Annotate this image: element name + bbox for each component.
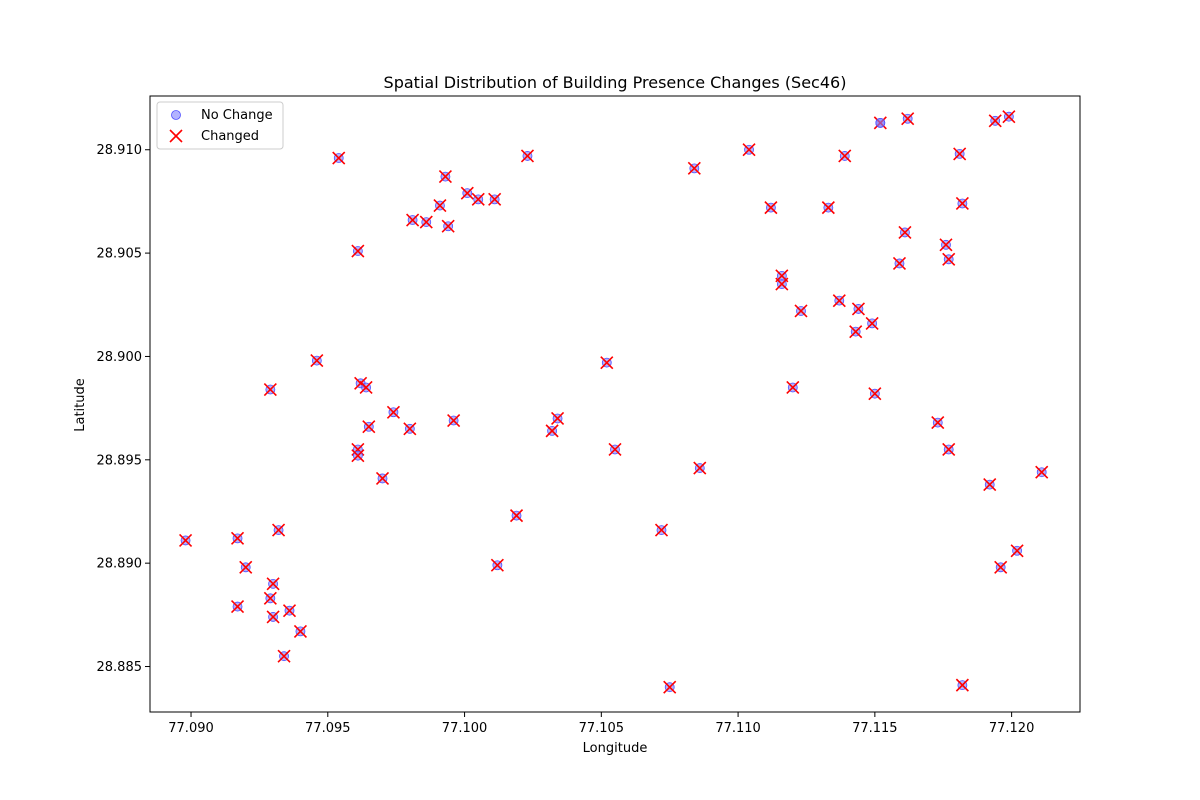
- changed-point: [955, 678, 969, 692]
- changed-point: [239, 560, 253, 574]
- changed-point: [851, 302, 866, 316]
- changed-point: [953, 147, 967, 161]
- changed-point: [849, 325, 863, 339]
- changed-point: [901, 112, 915, 126]
- y-tick-label: 28.885: [97, 660, 143, 675]
- x-tick-label: 77.110: [715, 721, 761, 736]
- changed-point: [441, 219, 455, 233]
- changed-point: [354, 376, 368, 390]
- changed-point: [654, 523, 669, 537]
- changed-point: [266, 610, 280, 624]
- changed-point: [955, 196, 969, 211]
- axes: 77.090 77.095 77.100 77.105 77.110 77.115 77.1…: [97, 95, 1081, 736]
- y-tick-label: 28.910: [97, 143, 143, 158]
- changed-point: [786, 380, 800, 395]
- legend-changed-marker: [169, 129, 183, 143]
- changed-point: [438, 170, 452, 184]
- y-axis-title: Latitude: [73, 378, 88, 432]
- changed-point: [994, 560, 1008, 574]
- changed-point: [447, 413, 461, 428]
- changed-point: [277, 649, 291, 663]
- changed-point: [271, 523, 286, 537]
- changed-point: [775, 277, 789, 291]
- changed-point: [406, 213, 420, 227]
- changed-point: [939, 238, 953, 252]
- x-tick-label: 77.115: [852, 721, 898, 736]
- changed-point: [942, 252, 956, 266]
- changed-point: [693, 461, 707, 475]
- changed-point: [988, 114, 1002, 128]
- changed-point: [332, 151, 346, 165]
- y-tick-label: 28.890: [97, 557, 143, 572]
- changed-point: [178, 533, 193, 547]
- changed-point: [351, 449, 365, 463]
- changed-point: [838, 149, 852, 163]
- changed-point: [821, 201, 835, 215]
- changed-point: [375, 471, 390, 485]
- changed-point: [433, 198, 447, 213]
- legend-no-change-marker: [171, 110, 181, 120]
- changed-point: [545, 424, 559, 438]
- y-tick-label: 28.905: [97, 247, 143, 262]
- changed-point: [386, 405, 401, 419]
- changed-point: [1010, 544, 1024, 558]
- changed-point: [983, 478, 997, 492]
- plot-frame: [149, 95, 1081, 713]
- changed-point: [794, 304, 808, 318]
- legend-frame: [156, 101, 284, 150]
- changed-point: [600, 356, 614, 370]
- changed-point: [865, 316, 879, 330]
- changed-point: [490, 558, 504, 572]
- changed-point: [310, 354, 324, 368]
- x-tick-label: 77.105: [579, 721, 625, 736]
- changed-point: [1035, 465, 1049, 479]
- changed-point: [359, 380, 373, 395]
- changed-point: [362, 420, 376, 434]
- changed-point: [931, 416, 945, 430]
- changed-point: [230, 531, 245, 545]
- changed-point: [230, 600, 245, 614]
- changed-point: [403, 422, 417, 436]
- changed-point: [471, 192, 485, 206]
- changed-point: [509, 509, 524, 523]
- changed-point: [942, 442, 956, 457]
- changed-point: [764, 201, 778, 215]
- y-tick-label: 28.895: [97, 453, 143, 468]
- changed-point: [520, 149, 535, 163]
- legend: No Change Changed: [156, 101, 284, 150]
- data-marks: [178, 110, 1049, 694]
- changed-point: [419, 215, 433, 229]
- legend-no-change-label: No Change: [201, 108, 273, 123]
- changed-point: [687, 161, 701, 175]
- changed-point: [266, 577, 280, 591]
- changed-point: [832, 294, 846, 308]
- changed-point: [351, 244, 365, 258]
- x-axis-title: Longitude: [583, 741, 648, 756]
- changed-point: [282, 604, 297, 618]
- changed-point: [892, 256, 907, 271]
- changed-point: [868, 387, 882, 401]
- changed-point: [460, 186, 474, 200]
- changed-point: [742, 143, 756, 157]
- changed-point: [293, 624, 308, 638]
- changed-point: [263, 591, 277, 605]
- y-tick-label: 28.900: [97, 350, 143, 365]
- changed-point: [550, 411, 565, 426]
- changed-point: [898, 225, 912, 239]
- x-tick-label: 77.095: [305, 721, 351, 736]
- x-tick-label: 77.090: [168, 721, 214, 736]
- x-tick-label: 77.100: [442, 721, 488, 736]
- x-tick-label: 77.120: [989, 721, 1035, 736]
- changed-point: [1002, 110, 1016, 124]
- changed-point: [663, 680, 677, 694]
- chart-title: Spatial Distribution of Building Presenc…: [384, 73, 847, 92]
- legend-changed-label: Changed: [201, 129, 259, 144]
- changed-point: [488, 192, 502, 206]
- changed-point: [608, 442, 622, 457]
- changed-point: [263, 382, 277, 397]
- no-change-point: [875, 117, 886, 128]
